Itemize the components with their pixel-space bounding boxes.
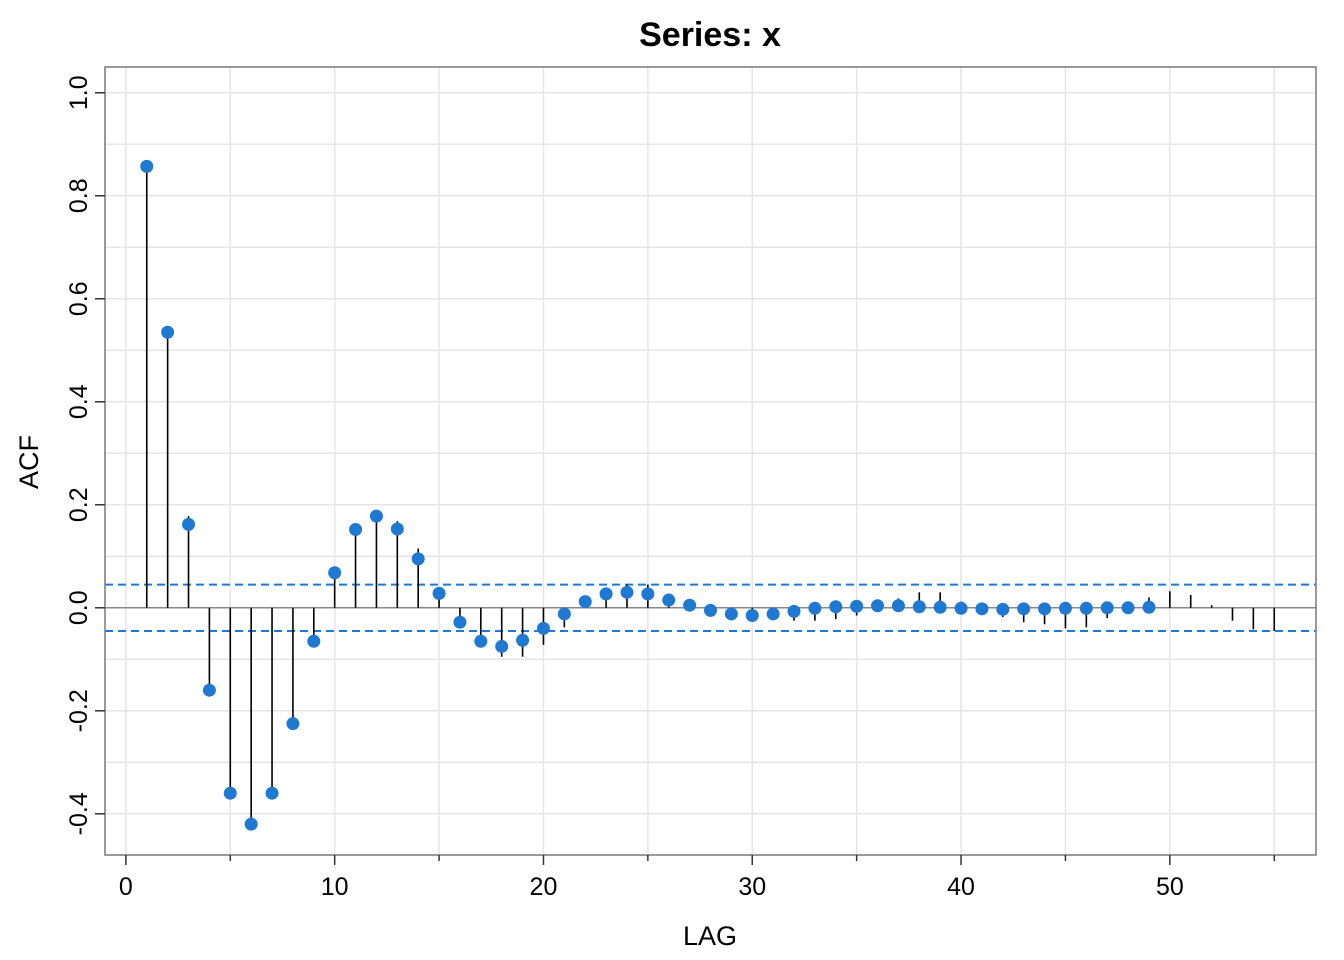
x-tick-label: 20 bbox=[530, 873, 558, 901]
data-point bbox=[1142, 600, 1156, 614]
data-point bbox=[474, 634, 488, 648]
x-axis-label: LAG bbox=[683, 921, 737, 951]
data-point bbox=[161, 325, 175, 339]
data-point bbox=[140, 159, 154, 173]
grid bbox=[105, 67, 1316, 855]
data-point bbox=[662, 593, 676, 607]
data-point bbox=[599, 587, 613, 601]
data-point bbox=[704, 603, 717, 617]
data-point bbox=[349, 522, 363, 536]
axes: 0 10 20 30 40 50 -0.4 -0.2 0.0 0.2 0.4 0.6 0.8 1.0 bbox=[65, 75, 1275, 901]
data-point bbox=[202, 683, 216, 697]
data-point bbox=[641, 587, 655, 601]
plot-frame bbox=[104, 66, 1317, 856]
data-point bbox=[891, 599, 905, 613]
data-point bbox=[286, 717, 300, 731]
data-point bbox=[996, 602, 1010, 616]
x-tick-label: 50 bbox=[1156, 873, 1184, 901]
data-point bbox=[369, 509, 383, 523]
data-point bbox=[1079, 601, 1093, 615]
data-point bbox=[620, 585, 634, 599]
data-point bbox=[871, 599, 885, 613]
y-tick-label: 0.6 bbox=[65, 281, 93, 316]
data-point bbox=[766, 607, 780, 621]
x-tick-label: 30 bbox=[738, 873, 766, 901]
data-point bbox=[1017, 602, 1031, 616]
data-point bbox=[808, 601, 822, 615]
data-point bbox=[411, 552, 425, 566]
data-point bbox=[307, 634, 321, 648]
y-tick-label: 0.2 bbox=[65, 487, 93, 522]
data-point bbox=[975, 602, 989, 616]
x-tick-label: 40 bbox=[947, 873, 975, 901]
data-point bbox=[954, 601, 968, 615]
data-point bbox=[244, 817, 258, 831]
acf-stems bbox=[145, 166, 1276, 825]
y-tick-label: -0.2 bbox=[65, 689, 93, 732]
y-tick-label: 0.8 bbox=[65, 178, 93, 213]
data-point bbox=[432, 586, 446, 600]
data-point bbox=[265, 786, 279, 800]
acf-points bbox=[140, 159, 1156, 831]
data-point bbox=[1058, 601, 1072, 615]
y-tick-label: 0.4 bbox=[65, 384, 93, 419]
data-point bbox=[745, 609, 759, 623]
data-point bbox=[1100, 601, 1114, 615]
chart-title: Series: x bbox=[639, 16, 781, 54]
y-tick-label: 0.0 bbox=[65, 590, 93, 625]
data-point bbox=[557, 607, 571, 621]
data-point bbox=[1038, 602, 1052, 616]
y-axis-label: ACF bbox=[14, 435, 44, 489]
data-point bbox=[328, 566, 342, 580]
data-point bbox=[390, 522, 404, 536]
data-point bbox=[912, 600, 926, 614]
data-point bbox=[182, 517, 196, 531]
x-tick-label: 0 bbox=[119, 873, 133, 901]
data-point bbox=[1121, 601, 1135, 615]
data-point bbox=[495, 639, 509, 653]
data-point bbox=[933, 600, 947, 614]
data-point bbox=[787, 604, 801, 618]
x-tick-label: 10 bbox=[321, 873, 349, 901]
data-point bbox=[724, 607, 738, 621]
data-point bbox=[578, 595, 592, 609]
data-point bbox=[850, 599, 864, 613]
data-point bbox=[536, 621, 550, 635]
y-tick-label: -0.4 bbox=[65, 792, 93, 835]
data-point bbox=[683, 598, 697, 612]
y-tick-label: 1.0 bbox=[65, 75, 93, 110]
data-point bbox=[516, 633, 530, 647]
data-point bbox=[453, 615, 467, 629]
data-point bbox=[223, 786, 237, 800]
data-point bbox=[829, 600, 843, 614]
